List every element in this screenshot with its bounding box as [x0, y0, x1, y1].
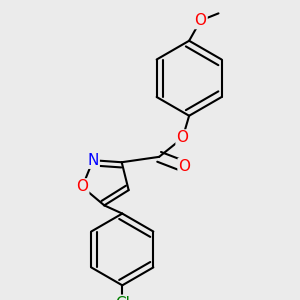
Text: O: O	[177, 130, 189, 146]
Text: N: N	[87, 153, 99, 168]
Text: Cl: Cl	[115, 296, 130, 300]
Text: O: O	[178, 159, 190, 174]
Text: O: O	[194, 13, 206, 28]
Text: O: O	[76, 179, 88, 194]
